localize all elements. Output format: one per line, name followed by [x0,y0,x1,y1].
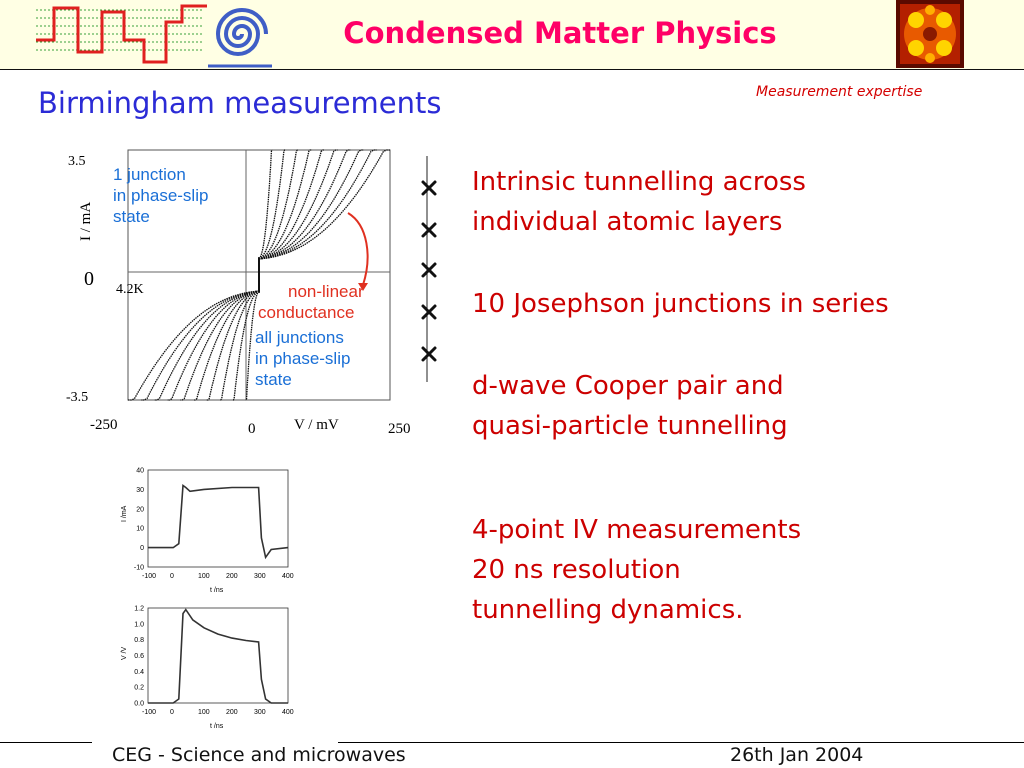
iv-characteristic-chart: 3.5 0 -3.5 I / mA -250 0 250 V / mV 4.2K… [60,145,420,449]
y-tick-label: -3.5 [66,390,88,405]
x-tick-label: 200 [226,709,238,716]
iv-branch-negative [154,290,260,401]
x-axis-label: t /ns [210,587,224,594]
x-tick-label: 300 [254,709,266,716]
temperature-label: 4.2K [116,282,144,297]
y-tick-label: 0 [140,545,144,552]
iv-branch-positive [258,149,338,260]
iv-branch-positive [258,149,325,260]
y-tick-label: 20 [136,506,144,513]
y-tick-label: 0.0 [134,701,144,708]
iv-branch-negative [219,290,260,401]
x-tick-label: 0 [170,573,174,580]
y-tick-label: 0.2 [134,685,144,692]
x-axis-label: t /ns [210,723,224,730]
y-tick-label: 10 [136,526,144,533]
orange-fermi-surface-image-icon [896,0,964,68]
iv-branch-positive [258,149,299,260]
x-tick-label: 250 [388,421,411,437]
iv-branch-negative [193,290,260,401]
x-tick-label: -250 [90,417,118,433]
annotation-top-left: in phase-slip [113,186,208,205]
y-axis-label: I /mA [121,505,128,522]
iv-branch-positive [258,149,312,260]
x-tick-label: 0 [248,421,256,437]
annotation-bottom: state [255,370,292,389]
x-tick-label: 300 [254,573,266,580]
iv-branch-positive [258,149,286,260]
x-tick-label: 400 [282,709,294,716]
annotation-arrow [347,212,369,286]
iv-branch-positive [258,149,351,260]
section-tag: Measurement expertise [756,84,923,100]
annotation-nonlinear: non-linear [288,282,364,301]
y-tick-label: 40 [136,468,144,475]
bullet-intrinsic-tunnelling: Intrinsic tunnelling across individual a… [472,167,806,237]
y-tick-label: 0.6 [134,653,144,660]
iv-branch-negative [206,290,260,401]
bullet-iv-measurements: 4-point IV measurements 20 ns resolution… [472,515,802,625]
bullet-josephson-junctions: 10 Josephson junctions in series [472,289,889,319]
y-tick-label: 30 [136,487,144,494]
x-tick-label: 100 [198,709,210,716]
x-tick-label: -100 [142,573,156,580]
x-axis-label: V / mV [294,417,339,433]
section-heading: Birmingham measurements [38,86,442,120]
annotation-arrow-head [358,283,368,291]
iv-branch-negative [180,290,260,401]
footer-event-label: CEG - Science and microwaves [112,744,406,766]
bullet-dwave: d-wave Cooper pair and quasi-particle tu… [472,371,788,441]
x-tick-label: 400 [282,573,294,580]
pulse-response-charts: -100 0 100 200 300 400 40 30 20 10 0 -10 I /mA t /n… [110,462,310,738]
x-tick-label: -100 [142,709,156,716]
y-tick-label: 1.0 [134,621,144,628]
iv-branch-negative [232,290,260,401]
square-wave-and-spiral-logo-icon [32,0,276,68]
annotation-top-left: state [113,207,150,226]
header-bar: Condensed Matter Physics [0,0,1024,70]
y-tick-label: 3.5 [68,154,86,169]
iv-curve-group [128,149,390,401]
footer-divider [0,742,92,743]
y-axis-label: I / mA [78,202,94,241]
y-axis-label: V /V [121,646,128,660]
y-tick-label: 1.2 [134,606,144,613]
voltage-pulse-line [148,608,288,704]
footer-date: 26th Jan 2004 [730,744,864,766]
page-title: Condensed Matter Physics [343,16,777,50]
footer-divider [338,742,1024,743]
y-tick-label: 0.4 [134,669,144,676]
y-tick-label: 0 [84,268,94,290]
iv-branch-positive [258,149,377,260]
current-pulse-line [148,484,289,560]
x-tick-label: 100 [198,573,210,580]
iv-branch-negative [141,290,260,401]
iv-branch-negative [245,290,260,401]
annotation-top-left: 1 junction [113,165,186,184]
annotation-bottom: all junctions [255,328,344,347]
junction-stack-diagram [410,150,450,394]
iv-branch-positive [258,149,364,260]
x-tick-label: 200 [226,573,238,580]
iv-branch-negative [167,290,260,401]
x-tick-label: 0 [170,709,174,716]
iv-branch-positive [258,149,273,260]
annotation-nonlinear: conductance [258,303,354,322]
y-tick-label: 0.8 [134,637,144,644]
annotation-bottom: in phase-slip [255,349,350,368]
iv-branch-positive [258,149,390,260]
y-tick-label: -10 [134,565,144,572]
